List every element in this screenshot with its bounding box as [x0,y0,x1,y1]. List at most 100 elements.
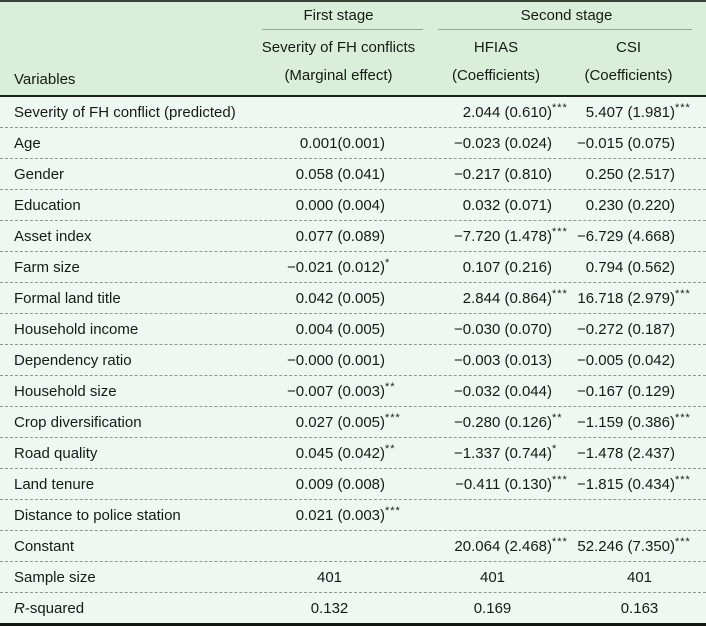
first-stage-cell: −0.021 (0.012) * [250,257,409,276]
coefficient-value: −0.015 (0.075) [577,134,675,152]
coefficient-value: 0.107 (0.216) [462,258,552,276]
coefficient-value: −0.280 (0.126) [454,413,552,431]
significance-stars: *** [675,474,691,486]
significance-stars: *** [552,536,568,548]
significance-stars: ** [385,443,396,455]
table-row: R-squared 0.132 0.169 0.163 [0,593,706,623]
coefficient-value: 0.163 [620,599,659,617]
significance-stars: ** [552,412,563,424]
row-label: Severity of FH conflict (predicted) [0,104,250,121]
significance-stars: ** [385,381,396,393]
first-stage-cell: 0.001(0.001) [250,135,409,152]
first-stage-cell: 0.004 (0.005) [250,321,409,338]
csi-cell: −0.272 (0.187) [576,321,703,338]
coefficient-value: −6.729 (4.668) [577,227,675,245]
table-body: Severity of FH conflict (predicted) 2.04… [0,97,706,623]
coefficient-value: 16.718 (2.979) [577,289,675,307]
table-row: Education 0.000 (0.004) 0.032 (0.071) 0.… [0,190,706,221]
row-label-text: Sample size [14,568,96,586]
header-spacer [0,7,250,30]
hfias-cell: 401 [409,569,576,586]
table-row: Age 0.001(0.001) −0.023 (0.024) −0.015 (… [0,128,706,159]
row-label-text: Asset index [14,227,92,245]
row-label: Road quality [0,445,250,462]
csi-cell: −6.729 (4.668) [576,228,703,245]
row-label: Gender [0,166,250,183]
coefficient-value: 0.794 (0.562) [585,258,675,276]
hfias-cell: 0.169 [409,600,576,617]
coefficient-value: −0.005 (0.042) [577,351,675,369]
coefficient-value: 52.246 (7.350) [577,537,675,555]
table-row: Sample size 401 401 401 [0,562,706,593]
csi-cell: −1.159 (0.386) *** [576,412,703,431]
hfias-cell: −0.030 (0.070) [409,321,576,338]
csi-column-sub: (Coefficients) [584,67,673,84]
row-label-text: Dependency ratio [14,351,132,369]
significance-stars: *** [385,412,401,424]
second-stage-label: Second stage [520,7,613,24]
first-stage-cell: 401 [250,569,409,586]
first-stage-cell: 0.021 (0.003) *** [250,505,409,524]
row-label-text: Household size [14,382,117,400]
hfias-cell: 0.107 (0.216) [409,259,576,276]
table-row: Farm size −0.021 (0.012) * 0.107 (0.216) … [0,252,706,283]
hfias-cell: −0.023 (0.024) [409,135,576,152]
csi-cell: 0.230 (0.220) [576,197,703,214]
csi-column-name: CSI [615,39,641,56]
table-row: Formal land title 0.042 (0.005) 2.844 (0… [0,283,706,314]
hfias-cell: −0.003 (0.013) [409,352,576,369]
coefficient-value: −0.007 (0.003) [287,382,385,400]
hfias-column-name: HFIAS [473,39,519,56]
significance-stars: *** [552,474,568,486]
csi-cell: −0.005 (0.042) [576,352,703,369]
csi-cell: 401 [576,569,703,586]
coefficient-value: −7.720 (1.478) [454,227,552,245]
table-row: Severity of FH conflict (predicted) 2.04… [0,97,706,128]
csi-cell: −1.478 (2.437) [576,445,703,462]
stage-group-row: First stage Second stage [0,2,706,30]
hfias-cell: −7.720 (1.478) *** [409,226,576,245]
coefficient-value: −1.478 (2.437) [577,444,675,462]
row-label-text: Severity of FH conflict (predicted) [14,103,236,121]
hfias-cell: −0.280 (0.126) ** [409,412,576,431]
row-label-text: Gender [14,165,65,183]
row-label: Education [0,197,250,214]
table-row: Gender 0.058 (0.041) −0.217 (0.810) 0.25… [0,159,706,190]
coefficient-value: −0.030 (0.070) [454,320,552,338]
hfias-cell: −0.217 (0.810) [409,166,576,183]
second-stage-group-header: Second stage [427,7,706,30]
coefficient-value: 0.009 (0.008) [295,475,385,493]
csi-cell: 0.794 (0.562) [576,259,703,276]
coefficient-value: −1.159 (0.386) [577,413,675,431]
coefficient-value: −1.337 (0.744) [454,444,552,462]
column-header-csi: CSI (Coefficients) [565,30,706,88]
coefficient-value: −0.000 (0.001) [287,351,385,369]
significance-stars: *** [675,536,691,548]
table-row: Asset index 0.077 (0.089) −7.720 (1.478)… [0,221,706,252]
table-row: Distance to police station 0.021 (0.003)… [0,500,706,531]
hfias-cell: −0.411 (0.130) *** [409,474,576,493]
first-stage-group-header: First stage [250,7,427,30]
coefficient-value: 0.230 (0.220) [585,196,675,214]
first-stage-label: First stage [303,7,374,24]
row-label-text: Household income [14,320,139,338]
csi-cell: 0.163 [576,600,703,617]
row-label-text: Education [14,196,81,214]
row-label-italic-prefix: R [14,599,25,617]
coefficient-value: 401 [626,568,653,586]
row-label: Household size [0,383,250,400]
significance-stars: *** [552,288,568,300]
coefficient-value: 20.064 (2.468) [454,537,552,555]
table-header: First stage Second stage Variables Sever… [0,2,706,97]
coefficient-value: −0.003 (0.013) [454,351,552,369]
coefficient-value: 0.027 (0.005) [295,413,385,431]
hfias-cell: 2.044 (0.610) *** [409,102,576,121]
csi-cell: 0.250 (2.517) [576,166,703,183]
table-row: Dependency ratio −0.000 (0.001) −0.003 (… [0,345,706,376]
row-label: Sample size [0,569,250,586]
coefficient-value: 0.077 (0.089) [295,227,385,245]
row-label-text: Constant [14,537,75,555]
coefficient-value: 0.032 (0.071) [462,196,552,214]
coefficient-value: 0.058 (0.041) [295,165,385,183]
